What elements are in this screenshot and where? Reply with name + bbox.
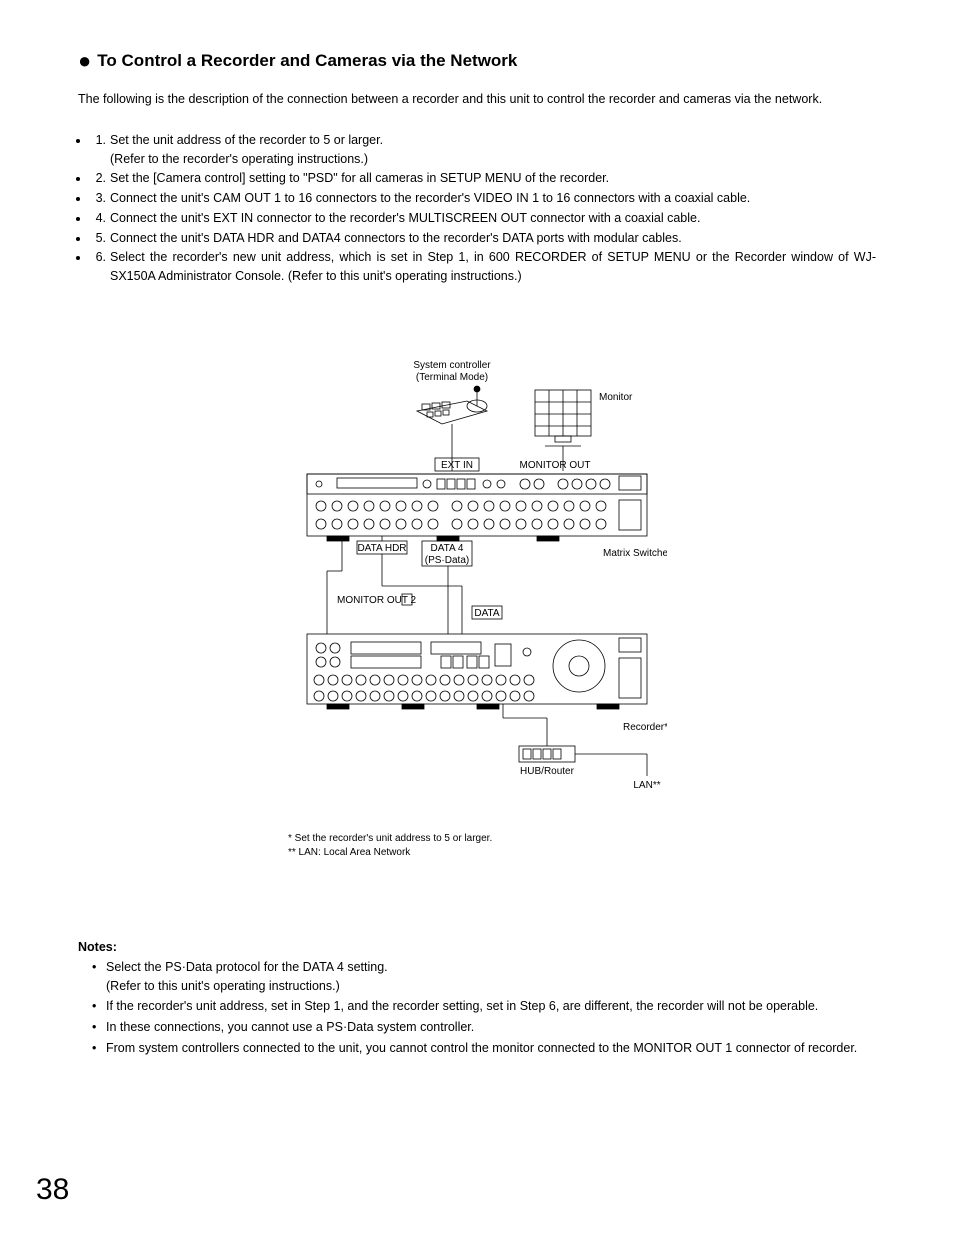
- label-data4b: (PS·Data): [425, 555, 469, 566]
- notes-list: •Select the PS·Data protocol for the DAT…: [78, 958, 876, 1058]
- label-lan: LAN**: [633, 780, 660, 791]
- note-item: •Select the PS·Data protocol for the DAT…: [92, 958, 876, 996]
- footnote-line: ** LAN: Local Area Network: [288, 846, 876, 860]
- label-ext-in: EXT IN: [441, 460, 473, 471]
- monitor-icon: [535, 390, 591, 446]
- label-data: DATA: [474, 608, 500, 619]
- label-matrix-switcher: Matrix Switcher: [603, 548, 667, 559]
- footnote-line: * Set the recorder's unit address to 5 o…: [288, 832, 876, 846]
- label-monitor-out: MONITOR OUT: [520, 460, 591, 471]
- note-item: •From system controllers connected to th…: [92, 1039, 876, 1058]
- note-item: •If the recorder's unit address, set in …: [92, 997, 876, 1016]
- step-item: 2.Set the [Camera control] setting to "P…: [90, 169, 876, 188]
- label-recorder: Recorder*: [623, 722, 667, 733]
- label-sys-ctrl: System controller: [413, 360, 491, 371]
- label-hub: HUB/Router: [520, 766, 575, 777]
- heading-text: To Control a Recorder and Cameras via th…: [97, 51, 517, 71]
- hub-router-icon: [519, 746, 575, 762]
- step-item: 1.Set the unit address of the recorder t…: [90, 131, 876, 169]
- matrix-switcher-icon: [307, 474, 647, 536]
- connection-diagram: System controller (Terminal Mode): [287, 356, 667, 816]
- system-controller-icon: [417, 386, 487, 424]
- page-number: 38: [36, 1173, 69, 1207]
- note-item: •In these connections, you cannot use a …: [92, 1018, 876, 1037]
- heading-bullet: ●: [78, 50, 91, 72]
- step-item: 5.Connect the unit's DATA HDR and DATA4 …: [90, 229, 876, 248]
- recorder-icon: [307, 634, 647, 704]
- notes-heading: Notes:: [78, 940, 876, 954]
- intro-paragraph: The following is the description of the …: [78, 90, 876, 109]
- label-sys-ctrl2: (Terminal Mode): [416, 372, 488, 383]
- label-monitor: Monitor: [599, 392, 633, 403]
- step-item: 4.Connect the unit's EXT IN connector to…: [90, 209, 876, 228]
- step-item: 3.Connect the unit's CAM OUT 1 to 16 con…: [90, 189, 876, 208]
- label-data4: DATA 4: [431, 543, 464, 554]
- steps-list: 1.Set the unit address of the recorder t…: [78, 131, 876, 286]
- step-item: 6.Select the recorder's new unit address…: [90, 248, 876, 286]
- section-heading: ● To Control a Recorder and Cameras via …: [78, 50, 876, 72]
- label-data-hdr: DATA HDR: [357, 543, 406, 554]
- label-monitor-out-2: MONITOR OUT 2: [337, 595, 417, 606]
- diagram-footnotes: * Set the recorder's unit address to 5 o…: [288, 832, 876, 860]
